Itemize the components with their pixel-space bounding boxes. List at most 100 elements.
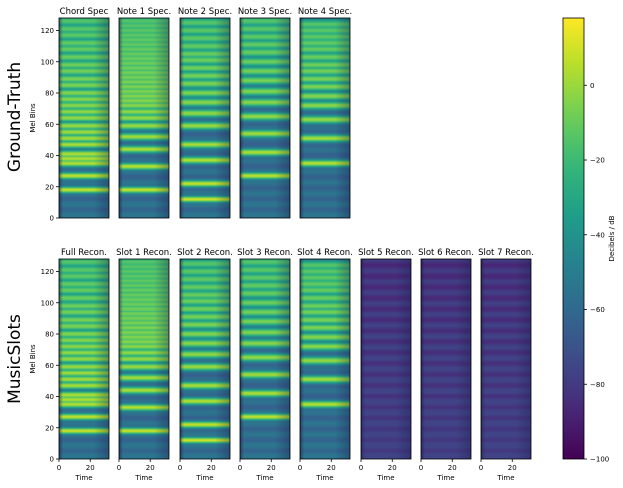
- panel-gt-2: Note 2 Spec.: [178, 7, 232, 219]
- x-axis-label: Time: [255, 474, 273, 482]
- x-tick-label: 20: [448, 464, 457, 472]
- x-axis-label: Time: [436, 474, 454, 482]
- spectrogram-shading: [119, 18, 169, 218]
- y-axis-label: Mel Bins: [29, 344, 37, 374]
- row-label-ground-truth: Ground-Truth: [5, 62, 25, 172]
- spectrogram-shading: [421, 259, 471, 459]
- panel-title: Slot 7 Recon.: [478, 248, 534, 258]
- x-tick-label: 0: [238, 464, 242, 472]
- panel-title: Slot 3 Recon.: [237, 248, 293, 258]
- spectrogram-shading: [300, 259, 350, 459]
- panel-title: Note 1 Spec.: [117, 7, 171, 17]
- panel-frame: [58, 17, 110, 219]
- y-tick-label: 20: [45, 424, 54, 432]
- panel-frame: [179, 17, 231, 219]
- colorbar-tick-label: −100: [590, 456, 609, 464]
- x-tick-label: 20: [327, 464, 336, 472]
- panel-ms-4: Slot 4 Recon. 0 20 Time: [297, 248, 353, 482]
- panel-title: Note 3 Spec.: [238, 7, 292, 17]
- x-tick-label: 20: [146, 464, 155, 472]
- colorbar-tick-label: −80: [590, 381, 605, 389]
- panel-ms-1: Slot 1 Recon. 0 20 Time: [116, 248, 172, 482]
- colorbar-tick-label: 0: [590, 82, 594, 90]
- colorbar-tick-label: −40: [590, 231, 605, 239]
- y-tick-label: 40: [45, 393, 54, 401]
- x-tick-label: 0: [479, 464, 483, 472]
- panel-ms-6: Slot 6 Recon. 0 20 Time: [418, 248, 474, 482]
- x-tick-label: 0: [117, 464, 121, 472]
- panel-frame: [239, 17, 291, 219]
- row-label-musicslots: MusicSlots: [5, 314, 25, 404]
- panel-gt-3: Note 3 Spec.: [238, 7, 292, 219]
- y-tick-label: 60: [45, 362, 54, 370]
- panel-ms-7: Slot 7 Recon. 0 20 Time: [478, 248, 534, 482]
- spectrogram-shading: [180, 259, 230, 459]
- x-axis-label: Time: [195, 474, 213, 482]
- spectrogram-shading: [361, 259, 411, 459]
- colorbar: 0 −20 −40 −60 −80 −100 Decibels / dB: [562, 17, 616, 464]
- x-tick-label: 20: [388, 464, 397, 472]
- panel-title: Slot 6 Recon.: [418, 248, 474, 258]
- x-axis-label: Time: [496, 474, 514, 482]
- x-axis-label: Time: [74, 474, 92, 482]
- panel-title: Note 2 Spec.: [178, 7, 232, 17]
- x-tick-label: 0: [298, 464, 302, 472]
- x-axis-label: Time: [134, 474, 152, 482]
- y-axis-label: Mel Bins: [29, 103, 37, 133]
- spectrogram-shading: [240, 18, 290, 218]
- panel-frame: [360, 258, 412, 460]
- y-tick-label: 120: [41, 27, 54, 35]
- x-tick-label: 0: [178, 464, 182, 472]
- panel-title: Slot 5 Recon.: [358, 248, 414, 258]
- figure-labels: Ground-Truth MusicSlots: [5, 62, 25, 404]
- colorbar-tick-label: −60: [590, 306, 605, 314]
- x-tick-label: 20: [86, 464, 95, 472]
- colorbar-gradient: [562, 17, 585, 460]
- spectrogram-shading: [300, 18, 350, 218]
- spectrogram-shading: [180, 18, 230, 218]
- panel-title: Slot 2 Recon.: [177, 248, 233, 258]
- y-tick-label: 20: [45, 183, 54, 191]
- x-axis-label: Time: [376, 474, 394, 482]
- y-tick-label: 60: [45, 121, 54, 129]
- y-tick-label: 80: [45, 331, 54, 339]
- spectrogram-shading: [240, 259, 290, 459]
- y-tick-label: 40: [45, 152, 54, 160]
- panel-frame: [420, 258, 472, 460]
- y-tick-label: 0: [50, 456, 54, 464]
- panel-ms-5: Slot 5 Recon. 0 20 Time: [358, 248, 414, 482]
- y-tick-label: 0: [50, 215, 54, 223]
- panel-ms-3: Slot 3 Recon. 0 20 Time: [237, 248, 293, 482]
- panel-frame: [239, 258, 291, 460]
- y-tick-label: 100: [41, 299, 54, 307]
- x-axis-label: Time: [315, 474, 333, 482]
- x-tick-label: 20: [508, 464, 517, 472]
- x-tick-label: 0: [419, 464, 423, 472]
- panel-gt-0: Chord Spec 0 20 40 60 80 100 120 Mel Bins: [29, 7, 110, 223]
- panel-frame: [118, 258, 170, 460]
- panel-frame: [299, 258, 351, 460]
- panel-frame: [118, 17, 170, 219]
- spectrogram-shading: [481, 259, 531, 459]
- panel-ms-0: Full Recon. 0 20 40 60 80 100 120 Mel Bins 0 20 Tim…: [29, 248, 110, 482]
- panel-frame: [299, 17, 351, 219]
- panel-title: Slot 4 Recon.: [297, 248, 353, 258]
- panel-title: Full Recon.: [61, 248, 107, 258]
- panel-frame: [179, 258, 231, 460]
- colorbar-tick-label: −20: [590, 157, 605, 165]
- panel-gt-1: Note 1 Spec.: [117, 7, 171, 219]
- spectrogram-panels: Chord Spec 0 20 40 60 80 100 120 Mel Bins Note 1 …: [29, 7, 534, 482]
- panel-title: Note 4 Spec.: [298, 7, 352, 17]
- panel-title: Chord Spec: [60, 7, 109, 17]
- panel-gt-4: Note 4 Spec.: [298, 7, 352, 219]
- panel-frame: [58, 258, 110, 460]
- spectrogram-shading: [119, 259, 169, 459]
- x-tick-label: 20: [267, 464, 276, 472]
- spectrogram-shading: [59, 18, 109, 218]
- panel-frame: [480, 258, 532, 460]
- panel-ms-2: Slot 2 Recon. 0 20 Time: [177, 248, 233, 482]
- x-tick-label: 0: [359, 464, 363, 472]
- x-tick-label: 0: [57, 464, 61, 472]
- y-tick-label: 120: [41, 268, 54, 276]
